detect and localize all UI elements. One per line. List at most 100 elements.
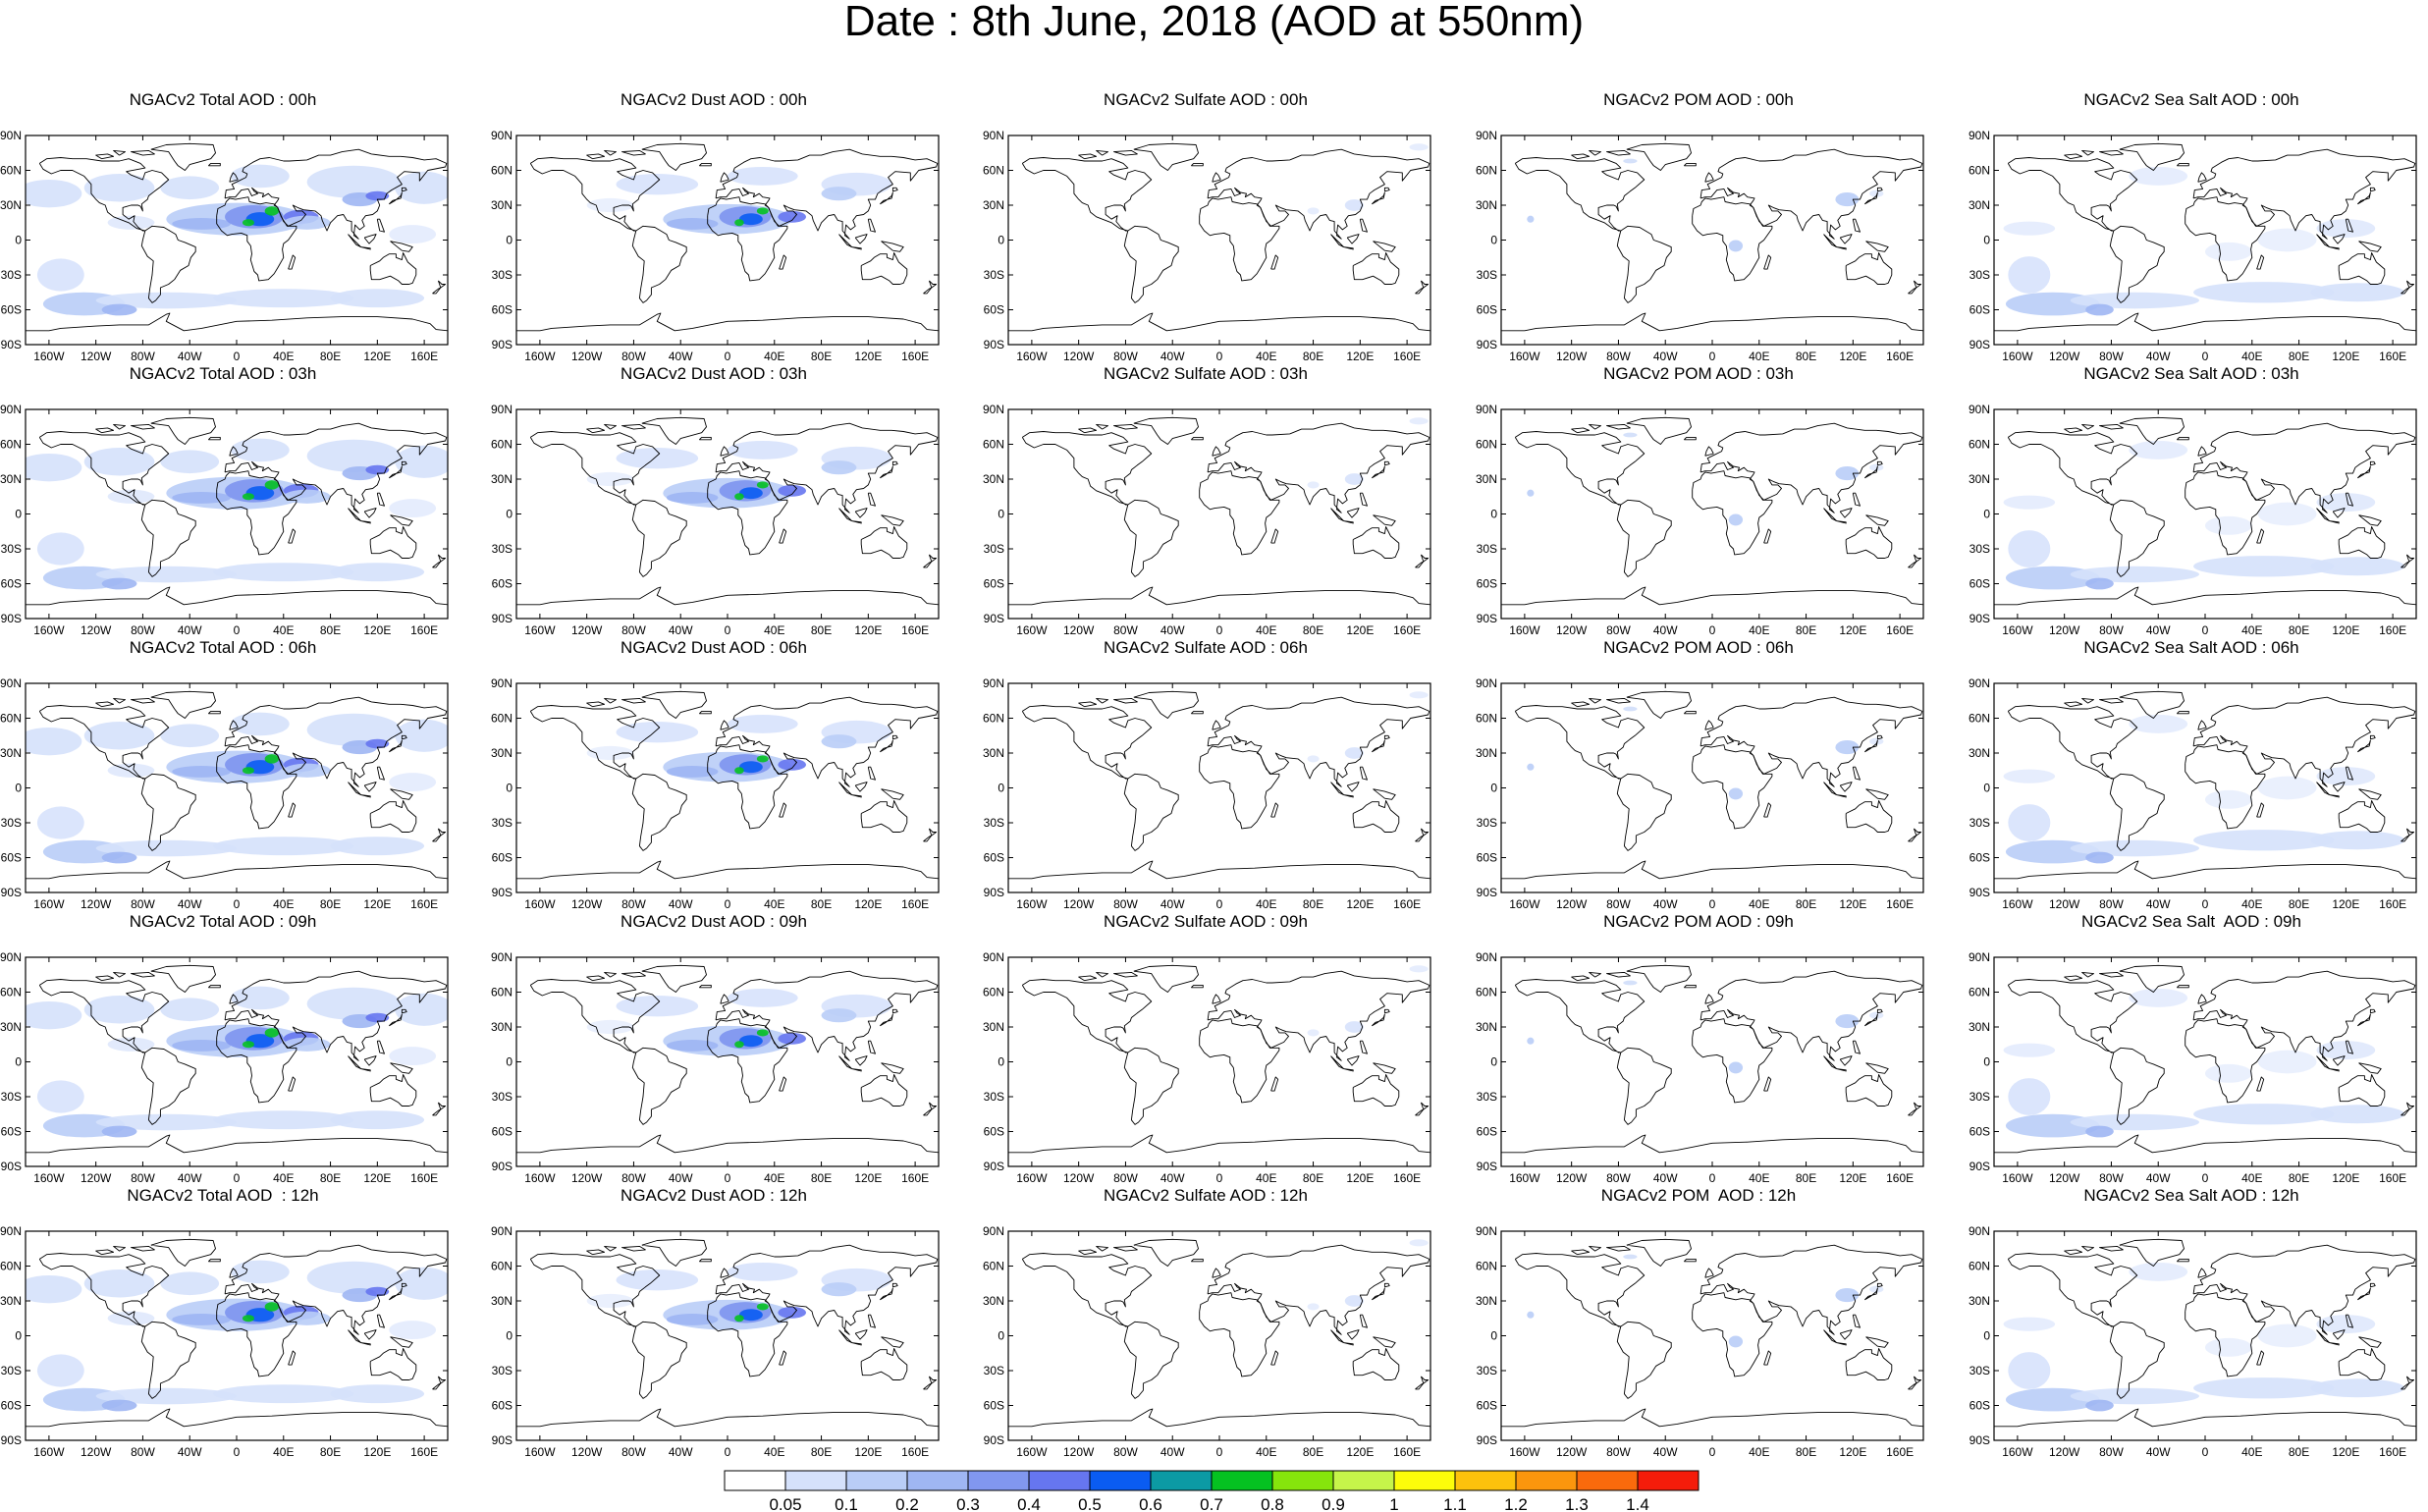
aod-region [95,1387,238,1405]
aod-field [1501,1238,1923,1428]
aod-region [231,1260,290,1284]
aod-region [1527,489,1535,497]
lon-tick-label: 120E [854,350,882,363]
coastline [113,1245,126,1252]
lon-tick-label: 40E [1256,1445,1276,1459]
lat-tick-label: 90S [1969,612,1990,625]
map-panel-sulfate-4: NGACv2 Sulfate AOD : 12h 90N 60N 30N 0 30S 60S… [975,1186,1436,1459]
lat-tick-label: 0 [1983,1329,1990,1343]
coastline [698,984,712,989]
coastline [363,1055,377,1066]
panel-title: NGACv2 Total AOD : 00h [129,90,317,109]
aod-region [306,439,402,472]
lon-tick-label: 40E [1749,623,1769,637]
lat-tick-label: 30S [1477,1090,1497,1104]
coastline [1078,153,1098,160]
coastline [437,554,447,563]
lat-tick-label: 90N [1969,403,1990,416]
coastline [879,1013,893,1027]
coastline [95,975,115,982]
aod-field [516,1238,939,1428]
aod-region [26,179,82,208]
coastline [604,423,617,430]
coastline [113,971,126,978]
lon-tick-label: 120W [2049,897,2080,911]
coastline [1270,254,1279,270]
coastline [1823,782,1838,796]
coastline [131,423,155,430]
aod-region [26,453,82,482]
lat-tick-label: 90N [1969,1224,1990,1238]
coastline [1383,1008,1390,1014]
aod-region [616,448,699,469]
panel-title: NGACv2 POM AOD : 00h [1603,90,1794,109]
lon-tick-label: 80E [1303,1171,1323,1185]
lat-tick-label: 60N [1476,164,1497,178]
lon-tick-label: 0 [1709,1171,1716,1185]
coastline [881,514,904,526]
coastline [401,734,407,740]
lat-tick-label: 30N [983,472,1004,486]
coastline [1863,739,1878,753]
lat-tick-label: 90N [0,1224,22,1238]
coastline [2256,254,2265,270]
coastline [1207,970,1430,1061]
coastline [363,234,377,244]
lat-tick-label: 90S [492,1160,513,1173]
coastline [363,1329,377,1340]
coastline [1863,191,1878,205]
lon-tick-label: 160E [1393,1445,1421,1459]
lon-tick-label: 0 [2202,897,2209,911]
coastline [860,1074,908,1107]
coastline [388,1013,403,1027]
aod-field [26,690,448,880]
map-frame [1500,135,1924,346]
lon-tick-label: 40E [1749,897,1769,911]
map-panel-dust-2: NGACv2 Dust AOD : 06h 90N 60N 30N 0 30S 60S 90S… [483,638,944,911]
coastline [2007,705,2138,780]
aod-field [1501,690,1923,880]
aod-region [36,532,84,566]
coastline [388,739,403,753]
panel-title: NGACv2 Total AOD : 12h [127,1186,319,1205]
coastline [891,734,898,740]
lon-tick-label: 40W [178,1171,202,1185]
lon-tick-label: 40E [2241,623,2262,637]
coastline [437,828,447,837]
coastline [207,162,221,167]
lon-tick-label: 40W [178,623,202,637]
aod-field [516,964,939,1154]
aod-region [728,988,798,1007]
coastline [2329,520,2340,524]
panel-title: NGACv2 Sea Salt AOD : 06h [2083,638,2299,657]
lat-tick-label: 90N [1476,950,1497,964]
coastline [1420,280,1430,289]
coastline [2176,984,2189,989]
coastline [1571,427,1591,434]
aod-region [160,1271,220,1296]
coastline [1836,246,1847,250]
coastline [2192,1244,2416,1335]
lon-tick-label: 160W [1509,623,1540,637]
aod-region [1835,739,1860,755]
aod-region [666,1040,719,1052]
aod-region [2205,1337,2252,1357]
coastline [1008,586,1430,606]
lon-tick-label: 40W [2146,623,2171,637]
lon-tick-label: 80E [1796,1171,1816,1185]
coastline [369,1074,417,1107]
coastline [707,1292,788,1377]
lat-tick-label: 90N [491,950,513,964]
coastline [1704,994,1714,1004]
lat-tick-label: 60S [1477,577,1497,591]
lon-tick-label: 40E [2241,350,2262,363]
aod-region [2008,1078,2051,1115]
coastline [779,1350,787,1366]
coastline [229,994,239,1004]
coastline [1616,773,1672,851]
lon-tick-label: 120E [854,1445,882,1459]
lon-tick-label: 120W [1556,1171,1588,1185]
coastline [207,984,221,989]
lat-tick-label: 60S [492,577,513,591]
lat-tick-label: 60N [983,712,1004,726]
